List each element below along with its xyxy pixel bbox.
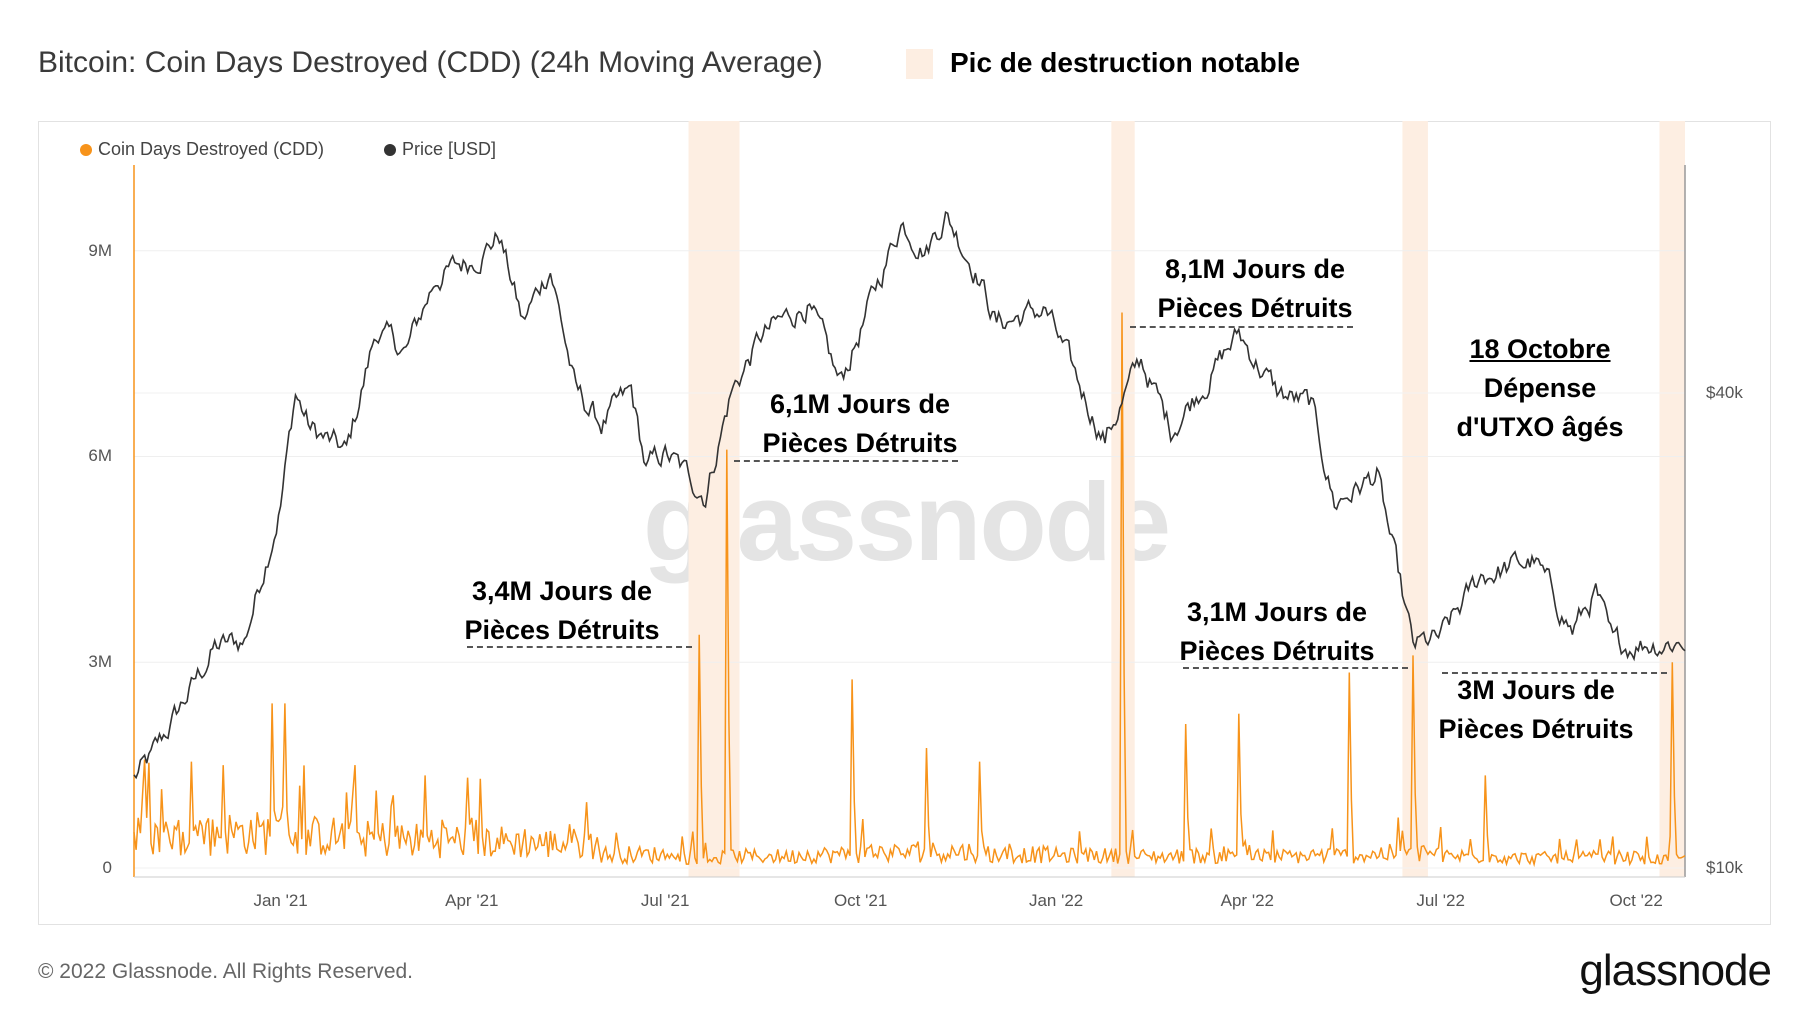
chart-title: Bitcoin: Coin Days Destroyed (CDD) (24h … [38,46,823,79]
annotation-dashed-line [467,646,692,648]
annotation-3m: 3M Jours de Pièces Détruits [1438,671,1633,749]
cdd-line [133,312,1686,868]
cdd-tick-label: 9M [88,240,112,260]
annotation-line1: 6,1M Jours de [769,389,951,419]
highlight-band [1659,121,1685,877]
cdd-tick-label: 3M [88,652,112,672]
annotation-line1: 3,1M Jours de [1186,597,1368,627]
cdd-tick-label: 0 [102,858,112,877]
x-tick-label: Oct '21 [833,891,888,910]
price-tick-label: $10k [1706,858,1743,877]
cdd-legend-dot-icon [80,143,92,156]
annotation-line2: Pièces Détruits [1179,636,1375,666]
chart-frame [38,121,1771,925]
x-tick-label: Apr '22 [1220,891,1274,910]
glassnode-logo: glassnode [1579,946,1772,995]
x-tick-label: Apr '21 [445,891,499,910]
legend-item-cdd[interactable]: Coin Days Destroyed (CDD) [80,139,324,160]
x-tick-label: Jan '22 [1028,891,1084,910]
legend-label-price: Price [USD] [402,139,497,159]
band-legend-swatch [906,49,933,79]
x-tick-label: Oct '22 [1609,891,1663,910]
copyright: © 2022 Glassnode. All Rights Reserved. [38,960,414,983]
highlight-band [688,121,740,877]
annotation-6-1m: 6,1M Jours de Pièces Détruits [762,385,957,463]
note-line2: Dépense [1483,373,1597,403]
price-tick-label: $40k [1706,382,1743,402]
annotation-line1: 3,4M Jours de [471,576,653,606]
x-tick-label: Jul '21 [640,891,690,910]
legend-label-cdd: Coin Days Destroyed (CDD) [98,139,325,159]
annotation-line2: Pièces Détruits [1157,293,1353,323]
cdd-tick-label: 6M [88,446,112,466]
note-line3: d'UTXO âgés [1456,412,1624,442]
annotation-line1: 8,1M Jours de [1164,254,1346,284]
legend-item-price[interactable]: Price [USD] [384,139,496,160]
annotation-3-4m: 3,4M Jours de Pièces Détruits [464,572,659,650]
annotation-line1: 3M Jours de [1457,675,1615,705]
annotation-line2: Pièces Détruits [1438,714,1634,744]
annotation-dashed-line [1442,672,1667,674]
band-legend-label: Pic de destruction notable [950,47,1301,78]
annotation-dashed-line [1130,326,1353,328]
price-line [133,210,1686,780]
annotation-dashed-line [734,460,958,462]
annotation-8-1m: 8,1M Jours de Pièces Détruits [1157,250,1352,328]
note-date: 18 Octobre [1469,334,1611,364]
annotation-3-1m: 3,1M Jours de Pièces Détruits [1179,593,1374,671]
annotation-october-note: 18 Octobre Dépense d'UTXO âgés [1457,330,1624,447]
price-legend-dot-icon [384,143,396,156]
x-tick-label: Jul '22 [1416,891,1465,910]
x-tick-label: Jan '21 [253,891,308,910]
annotation-line2: Pièces Détruits [464,615,660,645]
annotation-line2: Pièces Détruits [762,428,958,458]
annotation-dashed-line [1183,667,1408,669]
